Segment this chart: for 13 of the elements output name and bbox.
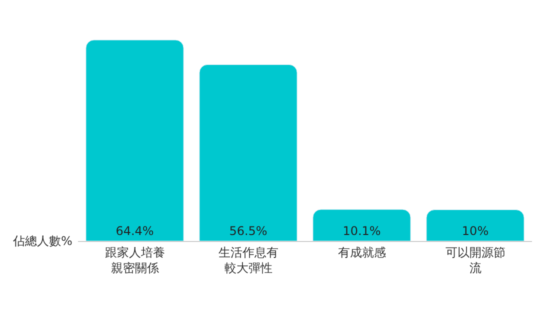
x-tick-label: 跟家人培養親密關係 <box>104 245 165 275</box>
x-tick-label: 生活作息有較大彈性 <box>218 245 278 275</box>
data-label: 56.5% <box>229 224 268 238</box>
data-label: 64.4% <box>116 224 154 238</box>
data-label: 10.1% <box>342 224 381 238</box>
bar <box>312 209 411 241</box>
x-tick-label: 可以開源節流 <box>445 245 506 275</box>
bar <box>426 210 524 241</box>
bar <box>86 40 184 241</box>
x-tick-label: 有成就感 <box>338 245 386 260</box>
data-label: 10% <box>462 224 489 238</box>
y-axis-title: 佔總人數% <box>12 234 72 248</box>
bar <box>199 64 298 241</box>
